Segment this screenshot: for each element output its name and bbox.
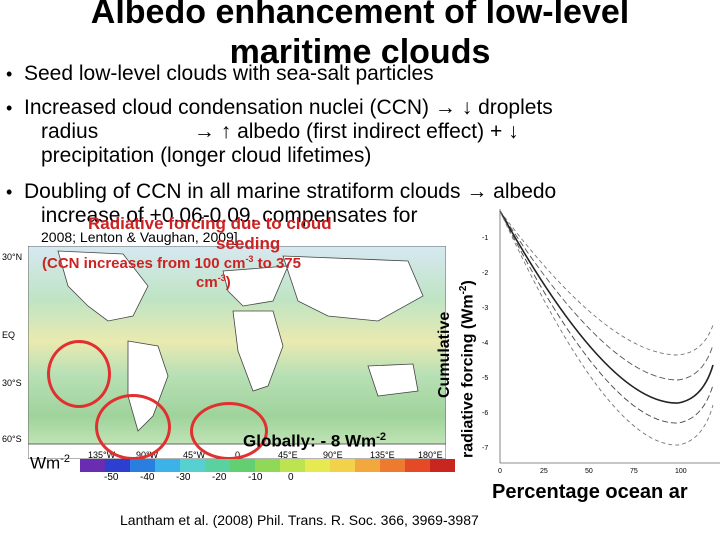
bullet-1-text: Seed low-level clouds with sea-salt part… [23, 62, 434, 85]
bullet-3: • Doubling of CCN in all marine stratifo… [6, 180, 556, 204]
highlight-circle-south [95, 394, 171, 460]
colorbar-unit-exponent: -2 [60, 453, 70, 465]
colorbar-tick: 0 [288, 472, 294, 483]
bullet-3-line-2: increase of +0.06-0.09, compensates for [41, 204, 417, 228]
bullet-3-text-a: Doubling of CCN in all marine stratiform… [23, 180, 461, 203]
bullet-3-line-3: 2008; Lenton & Vaughan, 2009] [41, 229, 238, 245]
title-line-2: maritime clouds [229, 33, 491, 71]
colorbar-tick: -20 [212, 472, 227, 483]
title-line-1: Albedo enhancement of low-level [90, 0, 630, 31]
highlight-circle-east [190, 402, 268, 460]
global-forcing-exponent: -2 [376, 431, 386, 443]
lat-label: 30°N [2, 252, 23, 262]
plot-x-tick: 0 [498, 468, 502, 475]
colorbar-unit: Wm-2 [30, 453, 70, 474]
radiative-forcing-label: Radiative forcing due to cloud [88, 214, 332, 233]
colorbar [80, 459, 455, 472]
lon-label: 135°E [370, 450, 395, 460]
plot-ylabel-close: ) [459, 280, 477, 286]
plot-y-tick: -1 [482, 235, 489, 242]
lon-label: 180°E [418, 450, 443, 460]
plot-x-tick: 25 [540, 468, 548, 475]
ccn-text-3: cm [196, 274, 218, 291]
lat-label: 30°S [2, 378, 22, 388]
bullet-2-text-d: albedo (first indirect effect) + [237, 120, 503, 143]
bullet-3-text-c: increase of +0.06-0.09, compensates for [41, 204, 418, 227]
plot-y-tick: -4 [482, 340, 489, 347]
bullet-marker: • [6, 98, 13, 118]
plot-xlabel: Percentage ocean ar [492, 481, 688, 503]
plot-y-tick: -2 [482, 270, 489, 277]
lon-label: 45°E [278, 450, 298, 460]
slide-title: Albedo enhancement of low-level maritime… [0, 0, 720, 72]
lat-label: 60°S [2, 434, 22, 444]
ccn-text-1: (CCN increases from 100 cm [42, 255, 246, 272]
plot-y-tick: -3 [482, 305, 489, 312]
right-arrow-icon: → [466, 180, 488, 203]
colorbar-tick: -40 [140, 472, 155, 483]
ccn-exponent-1: -3 [245, 254, 254, 264]
ccn-increase-label-line-2: cm-3) [196, 273, 231, 291]
global-forcing-value: Globally: - 8 Wm-2 [243, 431, 386, 452]
ccn-text-close: ) [225, 274, 231, 291]
plot-ylabel-line-1: Cumulative [436, 311, 453, 398]
plot-x-tick: 50 [585, 468, 593, 475]
colorbar-tick: -50 [104, 472, 119, 483]
bullet-marker: • [6, 64, 13, 84]
bullet-2-text-c: radius [41, 120, 99, 143]
ccn-exponent-2: -3 [217, 273, 226, 283]
lon-label: 90°E [323, 450, 343, 460]
bullet-2: • Increased cloud condensation nuclei (C… [6, 96, 553, 120]
colorbar-tick: -10 [248, 472, 263, 483]
plot-ylabel-exponent: -2 [458, 285, 469, 295]
forcing-curve-plot: -1 -2 -3 -4 -5 -6 -7 [482, 205, 720, 467]
bullet-marker: • [6, 182, 13, 202]
right-arrow-icon: → [193, 120, 215, 143]
seeding-label: seeding [216, 234, 281, 253]
lon-label: 45°W [183, 450, 206, 460]
bullet-3-text-d: 2008; Lenton & Vaughan, 2009] [41, 229, 238, 245]
colorbar-tick: -30 [176, 472, 191, 483]
highlight-circle-west [47, 340, 111, 408]
right-arrow-icon: → [434, 96, 456, 119]
bullet-2-text-e: precipitation (longer cloud lifetimes) [41, 144, 372, 167]
bullet-2-text-b: droplets [478, 96, 553, 119]
bullet-2-line-3: precipitation (longer cloud lifetimes) [41, 144, 371, 168]
ccn-text-2: to 375 [253, 255, 301, 272]
down-arrow-icon: ↓ [461, 96, 473, 119]
bullet-2-line-2: radius → ↑ albedo (first indirect effect… [41, 120, 519, 144]
ccn-increase-label: (CCN increases from 100 cm-3 to 375 [42, 254, 301, 272]
plot-y-tick: -5 [482, 375, 489, 382]
global-forcing-text: Globally: - 8 Wm [243, 431, 377, 451]
bullet-2-text-a: Increased cloud condensation nuclei (CCN… [23, 96, 430, 119]
plot-x-tick: 75 [630, 468, 638, 475]
lon-label: 135°W [88, 450, 116, 460]
down-arrow-icon: ↓ [508, 120, 519, 143]
plot-x-tick: 100 [675, 468, 687, 475]
citation: Lantham et al. (2008) Phil. Trans. R. So… [120, 512, 479, 528]
bullet-1: • Seed low-level clouds with sea-salt pa… [6, 62, 434, 86]
plot-ylabel-line-2: radiative forcing (Wm-2) [455, 280, 476, 458]
plot-y-tick: -7 [482, 445, 489, 452]
bullet-3-text-b: albedo [493, 180, 557, 203]
plot-y-tick: -6 [482, 410, 489, 417]
forcing-curve-graphic [499, 209, 720, 464]
lat-label: EQ [2, 330, 16, 340]
colorbar-unit-text: Wm [30, 453, 61, 473]
up-arrow-icon: ↑ [220, 120, 232, 143]
plot-ylabel-text: radiative forcing (Wm [459, 294, 477, 458]
